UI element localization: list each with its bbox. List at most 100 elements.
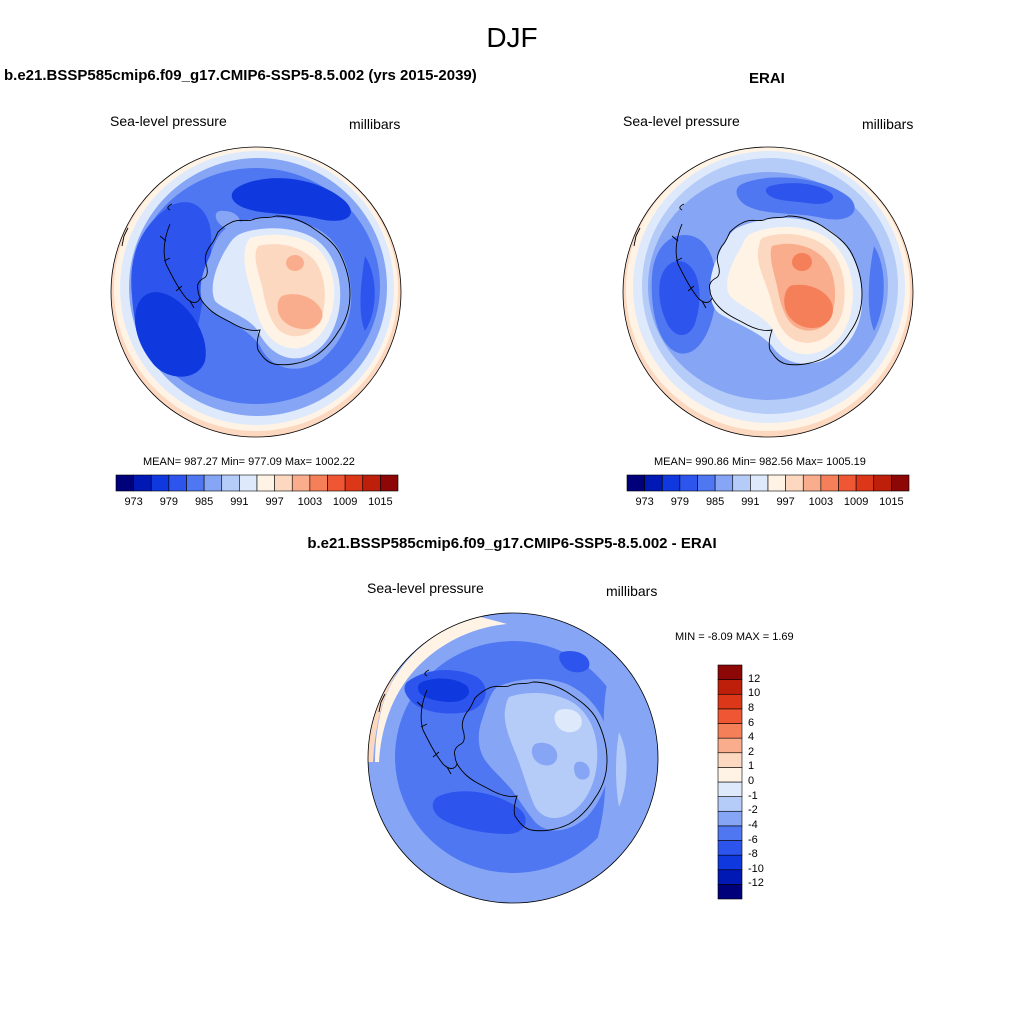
panel1-colorbar-swatch <box>327 474 346 492</box>
panel1-title: b.e21.BSSP585cmip6.f09_g17.CMIP6-SSP5-8.… <box>4 67 477 84</box>
panel2-colorbar-swatch <box>820 474 839 492</box>
panel3-colorbar-tick-label: 12 <box>748 672 761 685</box>
panel1-units-label: millibars <box>349 116 401 132</box>
panel2-colorbar-tick-label: 985 <box>705 496 725 508</box>
panel2-colorbar-swatch <box>644 474 663 492</box>
panel2-colorbar-tick-label: 979 <box>670 496 690 508</box>
panel2-colorbar-swatch <box>855 474 875 492</box>
panel1-colorbar-swatch <box>203 474 223 492</box>
panel2-stats: MEAN= 990.86 Min= 982.56 Max= 1005.19 <box>654 456 866 468</box>
panel1-colorbar-tick-label: 979 <box>159 496 179 508</box>
panel1-colorbar-tick-label: 973 <box>124 496 143 508</box>
panel1-colorbar-swatch <box>291 474 311 492</box>
panel1-colorbar-swatch <box>256 474 275 492</box>
panel3-colorbar-swatch <box>717 767 743 783</box>
panel1-colorbar-swatch <box>309 474 328 492</box>
panel2-colorbar-swatch <box>732 474 751 492</box>
panel1-colorbar-swatch <box>344 474 364 492</box>
panel3-colorbar-swatch <box>717 737 743 754</box>
panel3-colorbar-tick-label: 2 <box>748 745 755 758</box>
panel2-colorbar-swatch <box>891 474 910 492</box>
panel3-colorbar-swatch <box>717 825 743 841</box>
panel3-colorbar-tick-label: 8 <box>748 701 755 714</box>
panel2-colorbar-swatch <box>697 474 716 492</box>
panel2-colorbar-swatch <box>838 474 857 492</box>
panel3-colorbar-ticks: -12 -10 -8 -6 -4 -2 -1 0 1 2 4 6 8 10 12 <box>748 665 788 899</box>
panel3-colorbar-tick-label: -4 <box>748 818 758 831</box>
panel3-colorbar-tick-label: 0 <box>748 775 755 787</box>
panel2-colorbar-swatch <box>767 474 786 492</box>
panel1-colorbar-tick-label: 985 <box>194 496 214 508</box>
panel2-variable-label: Sea-level pressure <box>623 113 740 129</box>
panel3-colorbar-swatch <box>717 796 743 812</box>
panel3-colorbar-swatch <box>717 840 743 856</box>
panel3-colorbar-swatch <box>717 752 743 768</box>
panel1-colorbar-swatch <box>274 474 293 492</box>
panel1-variable-label: Sea-level pressure <box>110 113 227 129</box>
panel2-colorbar-tick-label: 1009 <box>843 496 869 508</box>
panel3-map <box>367 612 659 904</box>
panel3-colorbar-tick-label: 6 <box>748 716 755 729</box>
panel2-colorbar-swatch <box>626 474 645 492</box>
panel1-colorbar-swatch <box>150 474 170 492</box>
panel3-colorbar-tick-label: -8 <box>748 848 758 861</box>
panel2-colorbar-tick-label: 1003 <box>808 496 834 508</box>
panel2-colorbar-swatch <box>802 474 822 492</box>
panel2-colorbar-tick-label: 1015 <box>879 496 904 508</box>
panel2-title: ERAI <box>749 70 785 87</box>
panel3-colorbar-tick-label: -1 <box>748 789 758 802</box>
panel1-stats: MEAN= 987.27 Min= 977.09 Max= 1002.22 <box>143 456 355 468</box>
panel1-colorbar-swatch <box>115 474 134 492</box>
panel1-colorbar-swatch <box>362 474 381 492</box>
panel3-colorbar-swatch <box>717 869 743 885</box>
panel1-colorbar-swatch <box>380 474 399 492</box>
panel3-colorbar-swatch <box>717 723 743 739</box>
panel3-colorbar-tick-label: -6 <box>748 833 758 846</box>
panel3-colorbar-swatch <box>717 693 743 710</box>
panel3-colorbar-tick-label: -12 <box>748 877 764 890</box>
panel3-colorbar-tick-label: 1 <box>748 760 755 773</box>
panel2-colorbar-tick-label: 973 <box>635 496 654 508</box>
panel3-colorbar-tick-label: -10 <box>748 862 764 875</box>
panel3-variable-label: Sea-level pressure <box>367 580 484 596</box>
panel3-colorbar-swatch <box>717 679 743 695</box>
panel1-colorbar-swatch <box>186 474 205 492</box>
panel2-colorbar-swatch <box>714 474 734 492</box>
panel2-colorbar-ticks: 973 979 985 991 997 1003 1009 1015 <box>627 496 909 510</box>
panel2-colorbar-swatch <box>785 474 804 492</box>
panel3-colorbar-tick-label: -2 <box>748 804 758 817</box>
panel3-colorbar-swatch <box>717 810 743 827</box>
panel3-colorbar-swatch <box>717 884 743 900</box>
panel1-colorbar-tick-label: 991 <box>230 496 249 508</box>
panel1-map <box>110 146 402 438</box>
panel3-colorbar-tick-label: 10 <box>748 687 761 700</box>
panel2-colorbar-swatch <box>873 474 892 492</box>
panel2-map <box>622 146 914 438</box>
panel3-stats: MIN = -8.09 MAX = 1.69 <box>675 631 794 643</box>
panel3-colorbar-swatch <box>717 664 743 680</box>
panel1-colorbar-swatch <box>168 474 187 492</box>
panel1-colorbar <box>115 474 399 492</box>
panel2-colorbar-swatch <box>750 474 769 492</box>
panel3-title: b.e21.BSSP585cmip6.f09_g17.CMIP6-SSP5-8.… <box>307 535 717 552</box>
panel1-colorbar-tick-label: 1009 <box>332 496 358 508</box>
panel2-colorbar-swatch <box>679 474 698 492</box>
panel1-colorbar-swatch <box>133 474 152 492</box>
panel3-colorbar-swatch <box>717 708 743 724</box>
panel2-colorbar-tick-label: 997 <box>776 496 795 508</box>
panel1-colorbar-tick-label: 1015 <box>368 496 393 508</box>
panel3-colorbar <box>717 664 743 900</box>
panel2-colorbar-tick-label: 991 <box>741 496 760 508</box>
panel1-colorbar-tick-label: 997 <box>265 496 284 508</box>
panel3-colorbar-tick-label: 4 <box>748 731 755 744</box>
panel3-colorbar-swatch <box>717 781 743 797</box>
panel1-colorbar-ticks: 973 979 985 991 997 1003 1009 1015 <box>116 496 398 510</box>
panel1-colorbar-tick-label: 1003 <box>297 496 323 508</box>
panel3-units-label: millibars <box>606 583 658 599</box>
panel2-colorbar <box>626 474 910 492</box>
panel1-colorbar-swatch <box>221 474 240 492</box>
panel2-units-label: millibars <box>862 116 914 132</box>
panel2-colorbar-swatch <box>661 474 681 492</box>
panel3-colorbar-swatch <box>717 854 743 871</box>
panel1-colorbar-swatch <box>239 474 258 492</box>
